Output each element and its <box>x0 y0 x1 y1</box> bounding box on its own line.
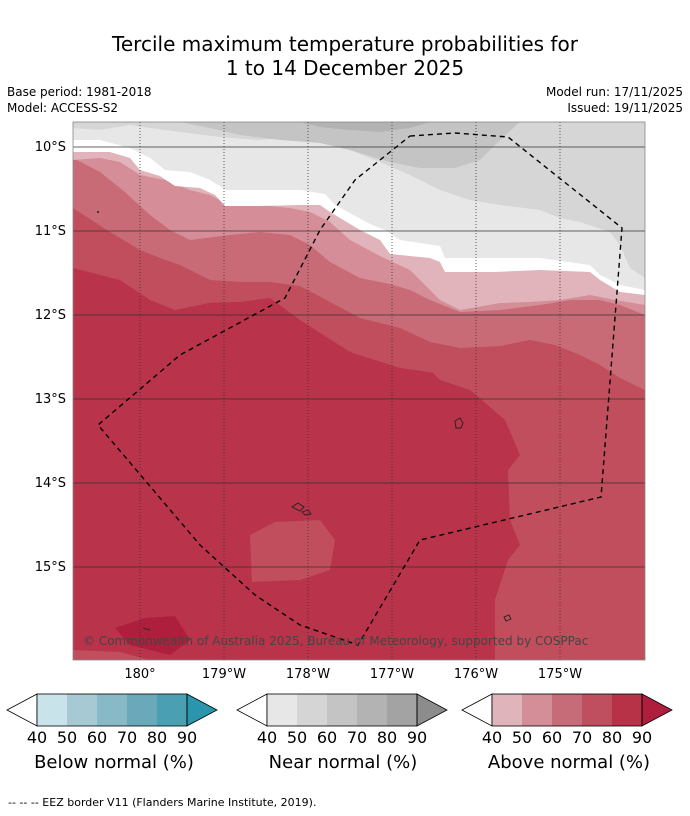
colorbar-extension-low <box>461 693 493 727</box>
colorbar-tick-label: 70 <box>117 728 137 747</box>
title-line-2: 1 to 14 December 2025 <box>225 56 465 80</box>
colorbar-tick-label: 60 <box>317 728 337 747</box>
lon-label: 180° <box>124 667 155 682</box>
model-name: Model: ACCESS-S2 <box>7 101 119 115</box>
colorbar-tick-label: 70 <box>347 728 367 747</box>
lat-label: 13°S <box>35 392 66 407</box>
colorbar-extension-low <box>6 693 38 727</box>
colorbar-tick-label: 50 <box>287 728 307 747</box>
above-70-sw-patch <box>73 650 150 660</box>
above-70-patch <box>250 520 335 582</box>
colorbar-tick-label: 50 <box>57 728 77 747</box>
colorbar-tick-label: 90 <box>177 728 197 747</box>
colorbar-frame <box>491 693 643 727</box>
eez-legend-note: -- -- -- EEZ border V11 (Flanders Marine… <box>8 796 317 809</box>
title-line-1: Tercile maximum temperature probabilitie… <box>112 32 578 56</box>
islands <box>142 417 512 631</box>
colorbar-swatch <box>492 694 522 726</box>
lon-labels: 180° 179°W 178°W 177°W 176°W 175°W <box>124 667 582 682</box>
colorbar-tick-label: 60 <box>87 728 107 747</box>
colorbar-tick-label: 40 <box>482 728 502 747</box>
colorbar-label-above: Above normal (%) <box>487 752 651 773</box>
near-60-region <box>180 122 520 168</box>
eez-border <box>97 132 623 646</box>
colorbar-tick-label: 80 <box>602 728 622 747</box>
island-central-a <box>291 502 305 512</box>
colorbar-swatch <box>582 694 612 726</box>
colorbar-swatch <box>327 694 357 726</box>
colorbar-extension-high <box>416 693 448 727</box>
colorbar-tick-label: 60 <box>542 728 562 747</box>
near-70-region <box>300 122 430 132</box>
colorbar-near-normal: 40 50 60 70 80 90 <box>236 693 448 747</box>
colorbar-tick-label: 80 <box>377 728 397 747</box>
colorbar-swatch <box>612 694 642 726</box>
lat-label: 14°S <box>35 476 66 491</box>
colorbar-swatch <box>522 694 552 726</box>
lat-label: 10°S <box>35 140 66 155</box>
above-90-patch <box>115 616 190 655</box>
gridlines <box>73 146 645 568</box>
colorbar-swatch <box>127 694 157 726</box>
colorbar-swatch <box>297 694 327 726</box>
near-50-region <box>73 122 645 278</box>
colorbar-below-normal: 40 50 60 70 80 90 <box>6 693 218 747</box>
colorbar-tick-label: 90 <box>632 728 652 747</box>
colorbar-swatch <box>37 694 67 726</box>
colorbar-frame <box>266 693 418 727</box>
lon-label: 179°W <box>202 667 246 682</box>
model-run-date: Model run: 17/11/2025 <box>545 85 683 99</box>
colorbar-tick-label: 50 <box>512 728 532 747</box>
colorbar-swatch <box>357 694 387 726</box>
colorbar-tick-label: 80 <box>147 728 167 747</box>
colorbar-swatch <box>97 694 127 726</box>
colorbar-frame <box>36 693 188 727</box>
island-west <box>142 627 151 631</box>
lat-label: 11°S <box>35 224 66 239</box>
lat-label: 12°S <box>35 308 66 323</box>
island-south <box>503 614 512 622</box>
colorbar-extension-high <box>186 693 218 727</box>
lon-label: 176°W <box>454 667 498 682</box>
lon-label: 177°W <box>370 667 414 682</box>
colorbar-swatch <box>157 694 187 726</box>
colorbar-tick-label: 70 <box>572 728 592 747</box>
colorbar-above-normal: 40 50 60 70 80 90 <box>461 693 673 747</box>
map-frame <box>72 121 646 661</box>
copyright-note: © Commonwealth of Australia 2025, Bureau… <box>83 634 588 648</box>
colorbar-extension-low <box>236 693 268 727</box>
colorbar-swatch <box>387 694 417 726</box>
colorbar-swatch <box>552 694 582 726</box>
island-central-b <box>301 509 312 516</box>
colorbar-swatch <box>67 694 97 726</box>
colorbar-label-near: Near normal (%) <box>268 752 418 773</box>
base-period: Base period: 1981-2018 <box>7 85 152 99</box>
colorbar-tick-label: 90 <box>407 728 427 747</box>
probability-shading <box>73 122 645 660</box>
lon-label: 175°W <box>538 667 582 682</box>
colorbar-label-below: Below normal (%) <box>34 752 194 773</box>
colorbar-tick-label: 40 <box>257 728 277 747</box>
island-east <box>454 417 464 429</box>
colorbar-tick-label: 40 <box>27 728 47 747</box>
lat-label: 15°S <box>35 560 66 575</box>
lon-label: 178°W <box>286 667 330 682</box>
colorbar-extension-high <box>641 693 673 727</box>
island-dot <box>97 211 99 213</box>
issued-date: Issued: 19/11/2025 <box>567 101 683 115</box>
forecast-map: © Commonwealth of Australia 2025, Bureau… <box>35 121 646 682</box>
lat-labels: 10°S 11°S 12°S 13°S 14°S 15°S <box>35 140 66 575</box>
colorbar-swatch <box>267 694 297 726</box>
